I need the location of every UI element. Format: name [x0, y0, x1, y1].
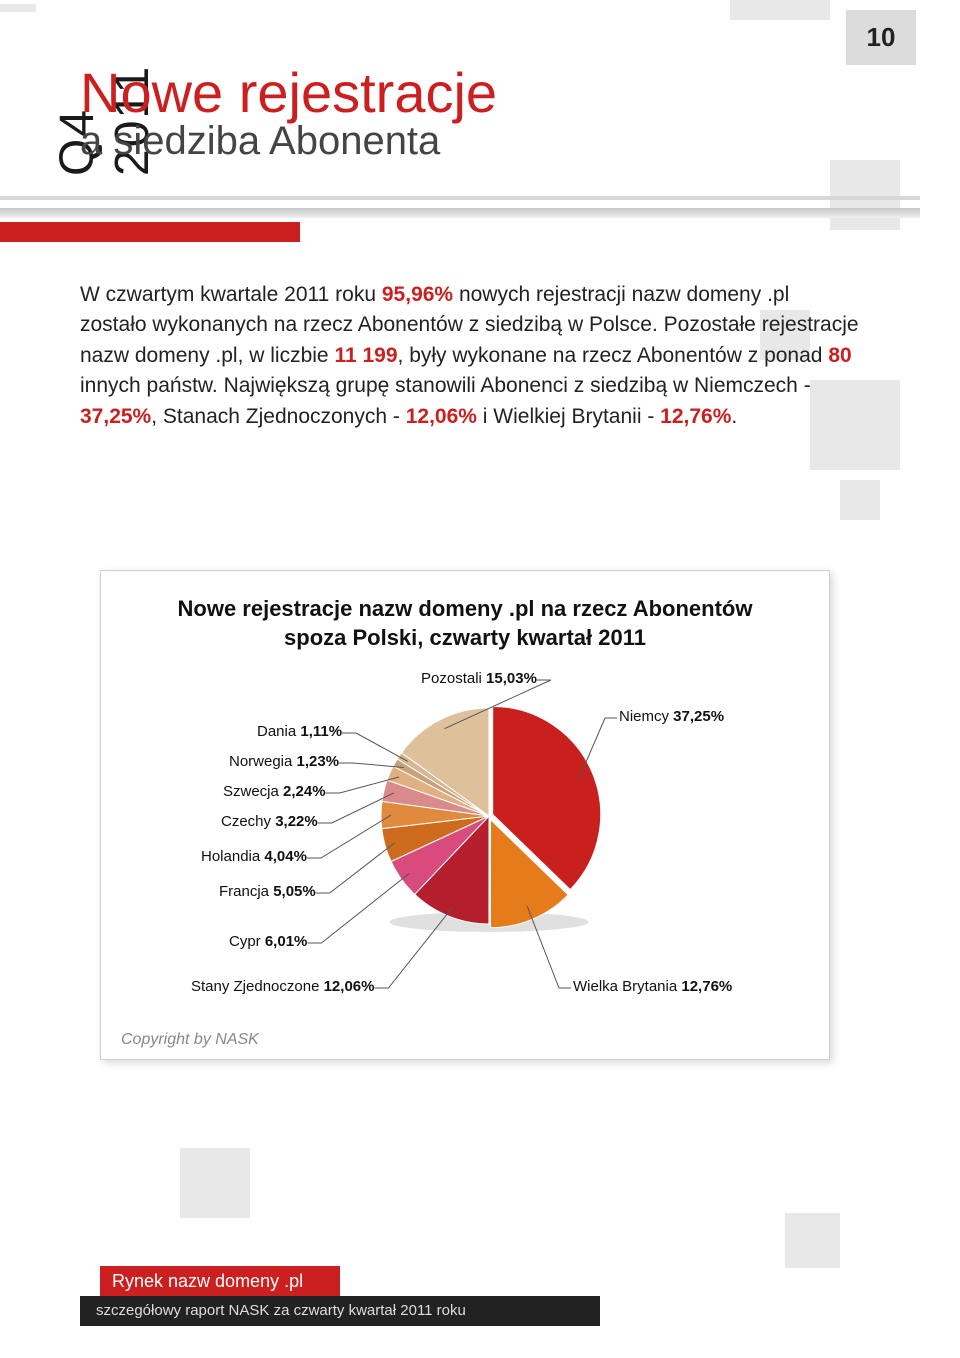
para-text: , były wykonane na rzecz Abonentów z pon…	[398, 344, 829, 367]
para-highlight: 11 199	[334, 344, 397, 367]
chart-title-line: spoza Polski, czwarty kwartał 2011	[284, 625, 646, 650]
chart-title-line: Nowe rejestracje nazw domeny .pl na rzec…	[178, 596, 753, 621]
svg-text:Niemcy 37,25%: Niemcy 37,25%	[619, 708, 724, 725]
chart-panel: Nowe rejestracje nazw domeny .pl na rzec…	[100, 570, 830, 1060]
chart-copyright: Copyright by NASK	[121, 1031, 259, 1049]
para-highlight: 95,96%	[382, 283, 453, 306]
svg-text:Pozostali 15,03%: Pozostali 15,03%	[421, 670, 537, 687]
period-label-wrap: Q4 2011	[10, 20, 60, 180]
pie-chart: Niemcy 37,25% Wielka Brytania 12,76% Stany…	[121, 666, 809, 1026]
svg-text:Cypr 6,01%: Cypr 6,01%	[229, 933, 307, 950]
deco-square	[785, 1213, 840, 1268]
title-sub: a siedziba Abonenta	[80, 119, 497, 164]
svg-text:Dania 1,11%: Dania 1,11%	[257, 723, 342, 740]
deco-bar	[0, 4, 36, 12]
chart-body: Niemcy 37,25% Wielka Brytania 12,76% Stany…	[121, 666, 809, 1026]
svg-text:Wielka Brytania 12,76%: Wielka Brytania 12,76%	[573, 978, 732, 995]
chart-title: Nowe rejestracje nazw domeny .pl na rzec…	[121, 595, 809, 652]
para-text: innych państw. Największą grupę stanowil…	[80, 374, 811, 397]
svg-text:Szwecja 2,24%: Szwecja 2,24%	[223, 783, 326, 800]
svg-text:Francja 5,05%: Francja 5,05%	[219, 883, 316, 900]
para-text: .	[731, 405, 737, 428]
title-main: Nowe rejestracje	[80, 60, 497, 125]
deco-square	[840, 480, 880, 520]
para-highlight: 12,06%	[406, 405, 477, 428]
para-highlight: 80	[828, 344, 851, 367]
para-text: i Wielkiej Brytanii -	[477, 405, 660, 428]
svg-text:Czechy 3,22%: Czechy 3,22%	[221, 813, 318, 830]
para-highlight: 37,25%	[80, 405, 151, 428]
divider-bar	[0, 208, 920, 218]
deco-square	[730, 0, 830, 20]
svg-text:Stany Zjednoczone 12,06%: Stany Zjednoczone 12,06%	[191, 978, 374, 995]
page-number: 10	[846, 10, 916, 65]
footer-subtitle: szczegółowy raport NASK za czwarty kwart…	[80, 1296, 600, 1326]
deco-square	[830, 160, 900, 230]
para-highlight: 12,76%	[660, 405, 731, 428]
divider-bar	[0, 196, 920, 200]
svg-text:Holandia 4,04%: Holandia 4,04%	[201, 848, 307, 865]
para-text: , Stanach Zjednoczonych -	[151, 405, 405, 428]
para-text: W czwartym kwartale 2011 roku	[80, 283, 382, 306]
footer-title: Rynek nazw domeny .pl	[100, 1266, 340, 1296]
accent-bar	[0, 222, 300, 242]
svg-text:Norwegia 1,23%: Norwegia 1,23%	[229, 753, 339, 770]
body-paragraph: W czwartym kwartale 2011 roku 95,96% now…	[80, 280, 860, 432]
page-title: Nowe rejestracje a siedziba Abonenta	[80, 60, 497, 164]
deco-square	[180, 1148, 250, 1218]
